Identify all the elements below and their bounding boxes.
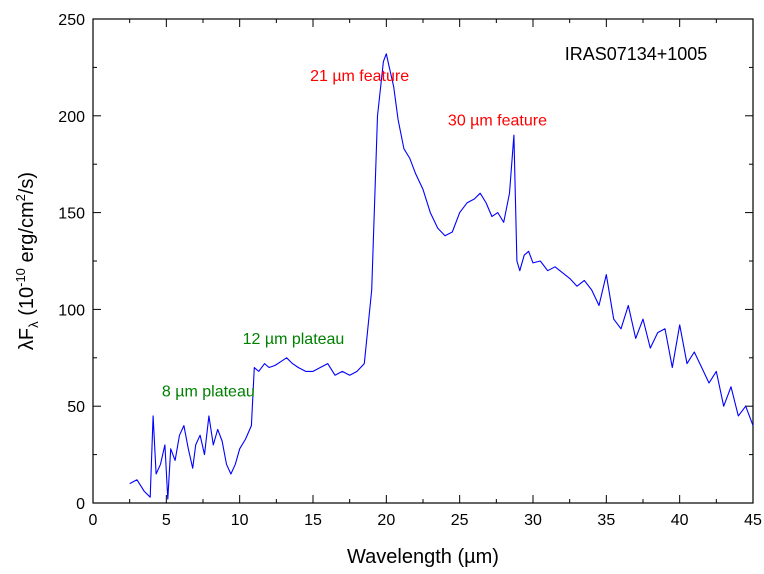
x-axis-title: Wavelength (µm)	[347, 546, 499, 568]
x-tick-label: 15	[304, 512, 322, 529]
y-axis-title: λFλ (10-10 erg/cm2/s)	[13, 172, 41, 350]
annotation-8um: 8 µm plateau	[162, 384, 255, 401]
x-tick-label: 45	[744, 512, 762, 529]
tick-labels: 0 5 10 15 20 25 30 35 40 45 0 50 100 150 200 250	[58, 12, 762, 529]
annotation-30um: 30 µm feature	[448, 112, 547, 129]
y-tick-label: 250	[58, 12, 85, 29]
x-tick-label: 0	[89, 512, 98, 529]
x-tick-label: 30	[524, 512, 542, 529]
x-tick-label: 20	[377, 512, 395, 529]
x-tick-label: 40	[671, 512, 689, 529]
annotation-12um: 12 µm plateau	[243, 331, 345, 348]
object-label: IRAS07134+1005	[565, 44, 708, 64]
y-tick-label: 150	[58, 206, 85, 223]
y-tick-label: 100	[58, 302, 85, 319]
y-tick-label: 50	[67, 399, 85, 416]
x-tick-label: 25	[451, 512, 469, 529]
x-tick-label: 5	[162, 512, 171, 529]
spectrum-line	[129, 53, 754, 500]
axis-ticks	[92, 18, 754, 504]
plot-frame	[92, 18, 754, 504]
annotation-21um: 21 µm feature	[310, 68, 409, 85]
x-tick-label: 10	[231, 512, 249, 529]
annotations: 21 µm feature 30 µm feature 12 µm plateau 8…	[162, 68, 547, 401]
x-tick-label: 35	[597, 512, 615, 529]
y-tick-label: 0	[76, 496, 85, 513]
y-tick-label: 200	[58, 109, 85, 126]
